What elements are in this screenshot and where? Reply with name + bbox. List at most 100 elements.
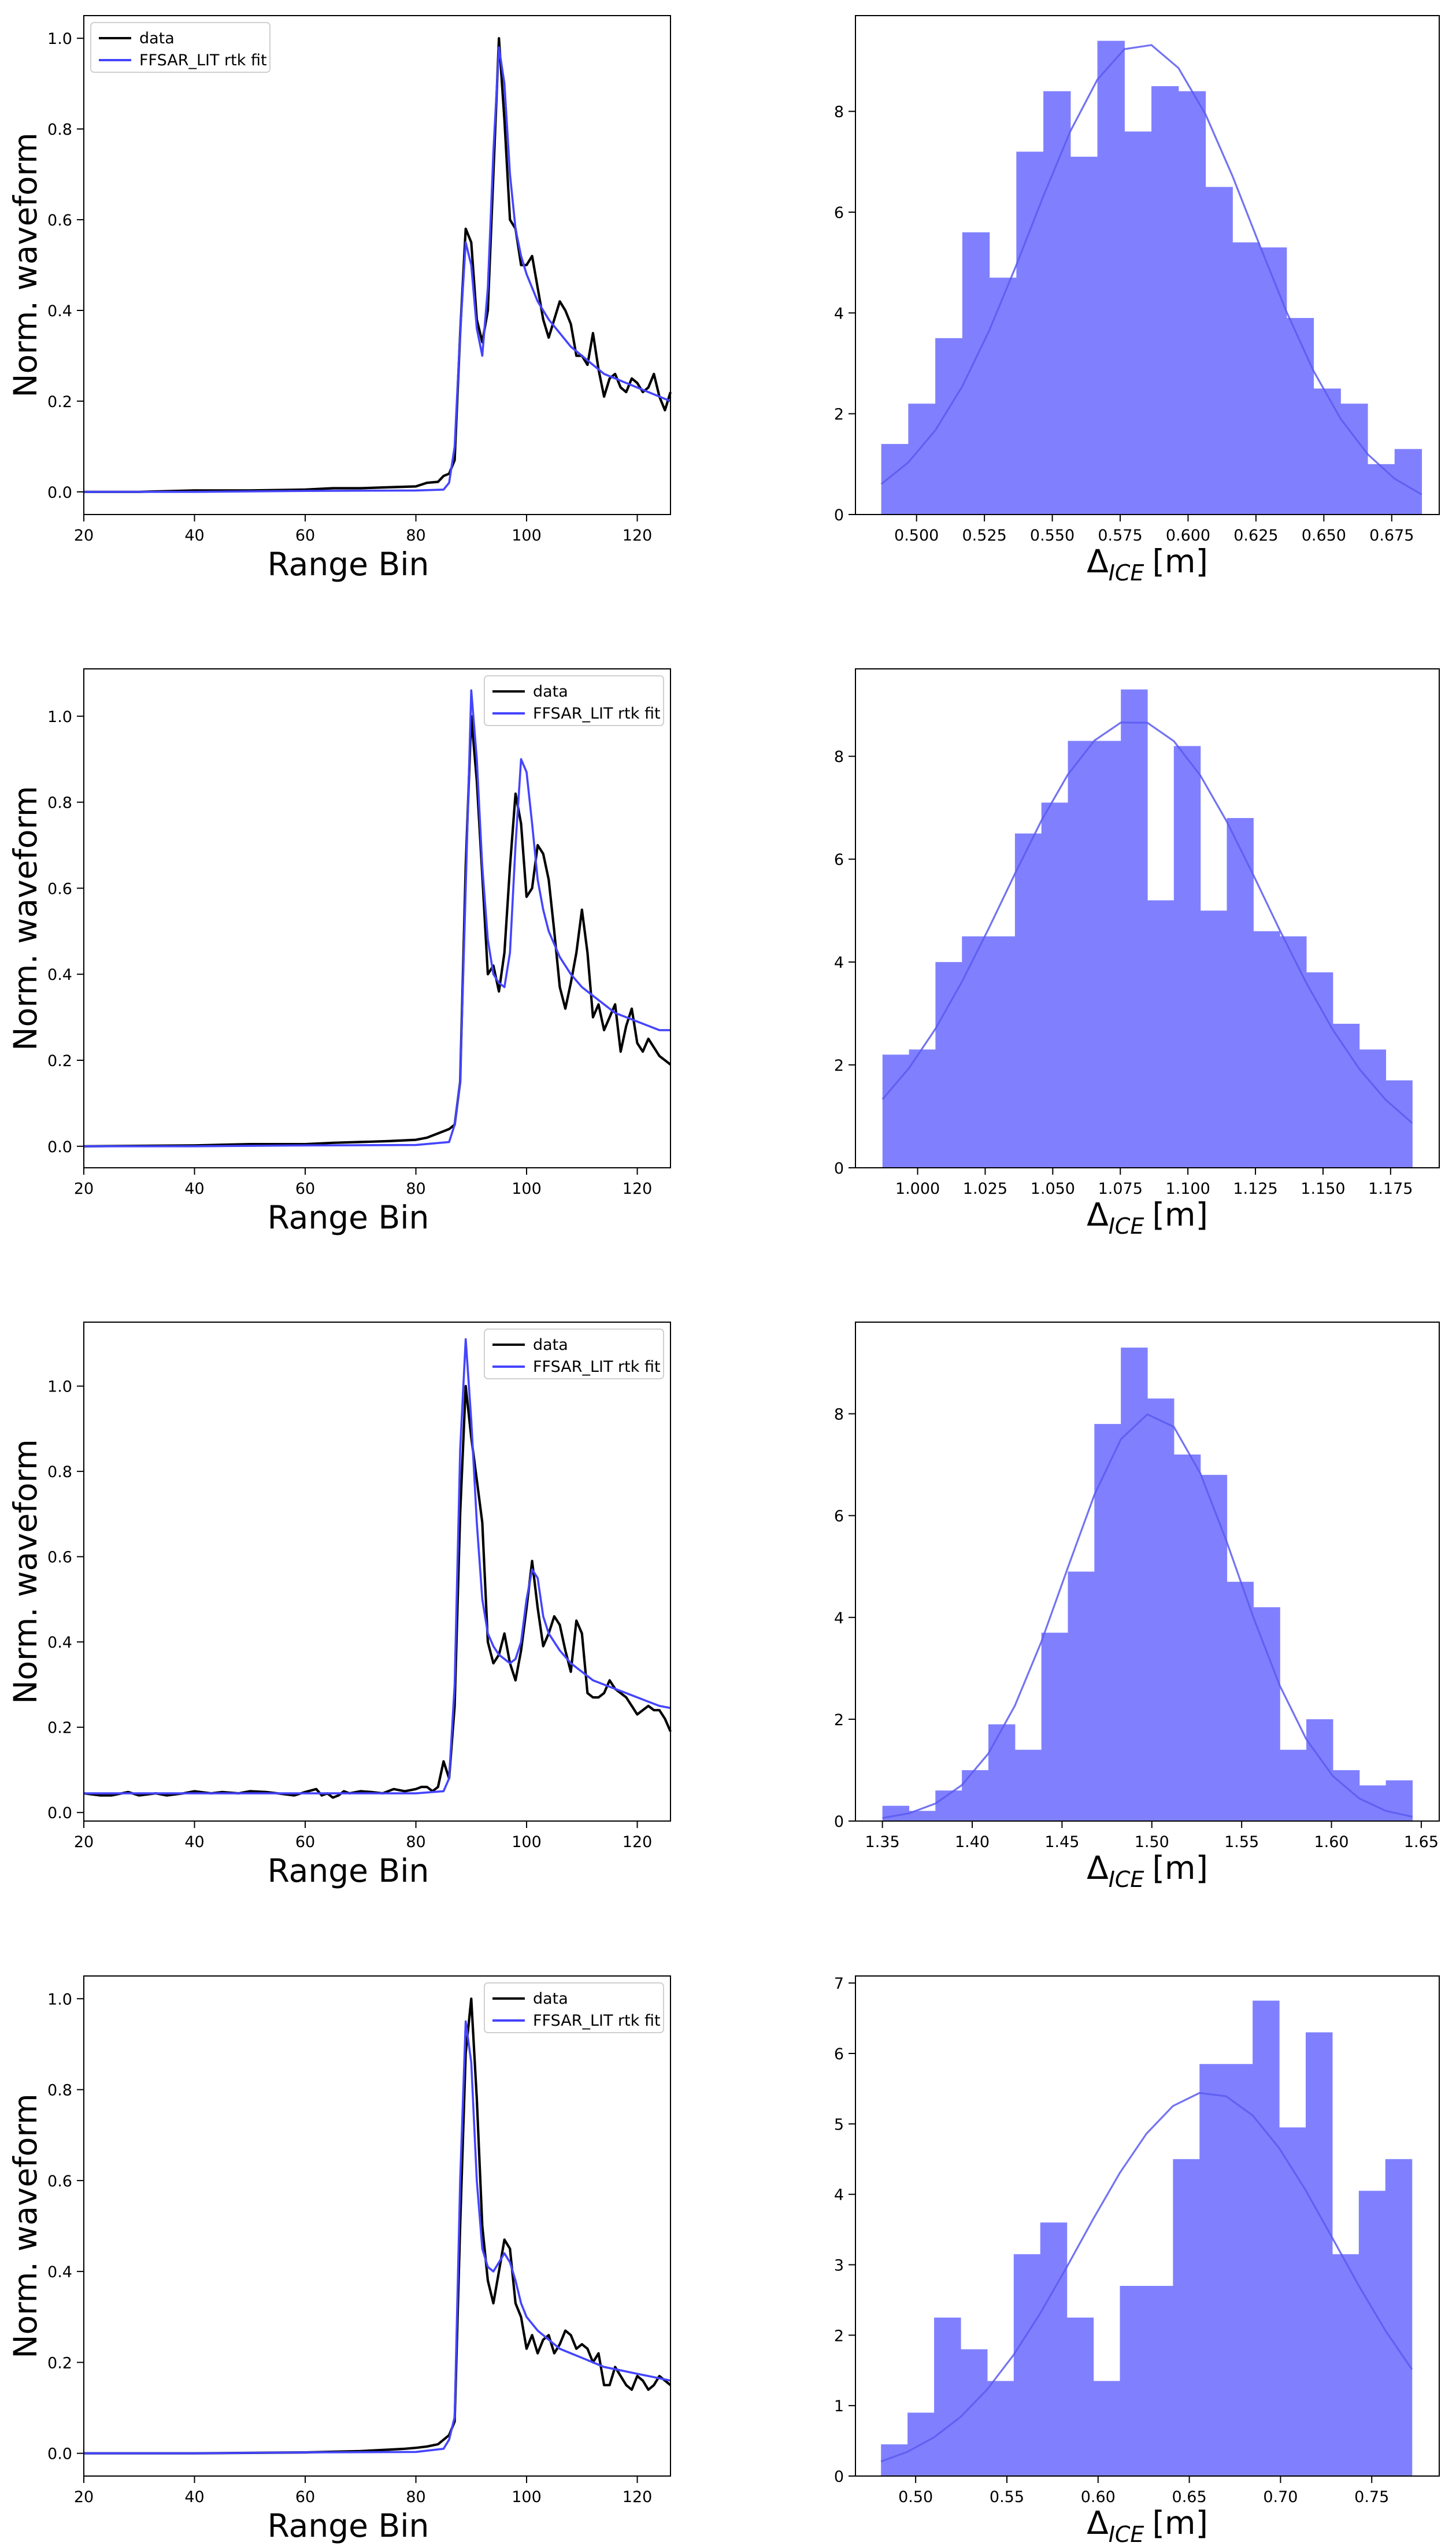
histogram-bar (881, 443, 909, 515)
y-tick-label: 0.2 (47, 1052, 72, 1070)
y-tick-label: 0.2 (47, 1719, 72, 1737)
y-tick-label: 0.6 (47, 212, 72, 230)
x-axis-label: ΔICE [m] (1087, 1196, 1208, 1239)
y-tick-label: 1 (834, 2397, 844, 2415)
x-axis-label: ΔICE [m] (1087, 2504, 1208, 2546)
y-tick-label: 2 (834, 1711, 844, 1729)
histogram-bar (1124, 131, 1152, 515)
y-tick-label: 2 (834, 1057, 844, 1075)
x-tick-label: 1.35 (865, 1833, 900, 1851)
fit-series-line (84, 689, 670, 1148)
y-tick-label: 8 (834, 103, 844, 121)
histogram-bar (1014, 833, 1042, 1168)
histogram-bar (1094, 1424, 1121, 1821)
x-tick-label: 0.625 (1233, 527, 1278, 545)
histogram-bar (1253, 931, 1280, 1168)
axes-frame (83, 1975, 671, 2477)
histogram-bar (1385, 2159, 1413, 2476)
row1-histogram-plot: 0.500 0.525 0.550 0.575 0.600 0.625 0.650 0.675… (834, 15, 1440, 586)
histogram-bar (1068, 741, 1095, 1168)
unit-label: [m] (1152, 543, 1208, 580)
x-tick-label: 20 (74, 2488, 94, 2506)
x-tick-label: 1.050 (1031, 1180, 1075, 1198)
x-tick-label: 100 (512, 1180, 542, 1198)
y-tick-label: 0.0 (47, 1138, 72, 1156)
y-tick-label: 0.6 (47, 1549, 72, 1567)
histogram-bar (1359, 1785, 1387, 1821)
y-tick-label: 0.2 (47, 2354, 72, 2372)
histogram-bar (1147, 900, 1175, 1168)
x-tick-label: 40 (184, 1180, 204, 1198)
x-tick-label: 1.125 (1233, 1180, 1277, 1198)
histogram-bar (1094, 741, 1121, 1168)
y-axis-label: Norm. waveform (7, 132, 44, 397)
y-tick-label: 0.8 (47, 794, 72, 812)
data-series-line (84, 1997, 672, 2455)
histogram-bar (1013, 2254, 1041, 2476)
x-tick-label: 1.150 (1301, 1180, 1345, 1198)
histogram-bar (1147, 1398, 1175, 1821)
x-tick-label: 60 (295, 1833, 315, 1851)
x-tick-label: 0.65 (1172, 2488, 1207, 2506)
x-tick-label: 20 (74, 1833, 94, 1851)
histogram-bar (1151, 86, 1179, 515)
y-tick-label: 6 (834, 851, 844, 869)
histogram-bar (1332, 1023, 1360, 1168)
histogram-bar (1340, 404, 1368, 515)
histogram-bar (1286, 318, 1314, 515)
legend-box (90, 22, 271, 73)
y-tick-label: 4 (834, 954, 844, 972)
y-tick-label: 1.0 (47, 708, 72, 726)
y-tick-label: 0.4 (47, 1634, 72, 1652)
y-tick-label: 0.4 (47, 2263, 72, 2281)
unit-label: [m] (1152, 1196, 1208, 1233)
histogram-bar (1305, 2032, 1333, 2476)
y-tick-label: 4 (834, 1609, 844, 1627)
y-tick-label: 1.0 (47, 1378, 72, 1396)
y-tick-label: 0.8 (47, 121, 72, 139)
x-tick-label: 0.650 (1302, 527, 1346, 545)
y-tick-label: 6 (834, 2045, 844, 2063)
axes-frame (83, 1322, 671, 1822)
y-tick-label: 0 (834, 2468, 844, 2486)
y-axis-label: Norm. waveform (7, 1439, 44, 1704)
histogram-bar (988, 1724, 1016, 1821)
histogram-bar (1093, 2381, 1121, 2476)
x-tick-label: 40 (184, 527, 204, 545)
y-tick-label: 4 (834, 305, 844, 323)
x-tick-label: 60 (295, 1180, 315, 1198)
ice-subscript: ICE (1109, 1213, 1144, 1239)
y-tick-label: 2 (834, 2327, 844, 2345)
y-tick-label: 0 (834, 1160, 844, 1178)
x-tick-label: 0.675 (1369, 527, 1414, 545)
legend-box (484, 1982, 664, 2033)
delta-symbol: Δ (1087, 1196, 1109, 1233)
y-tick-label: 0.6 (47, 2173, 72, 2190)
x-tick-label: 100 (512, 2488, 542, 2506)
y-axis-label: Norm. waveform (7, 2093, 44, 2358)
row3-histogram-plot: 1.35 1.40 1.45 1.50 1.55 1.60 1.65 0 2 4 6 8 ΔICE [m] (834, 1322, 1440, 1892)
histogram-bar (1066, 2317, 1094, 2476)
x-tick-label: 40 (184, 1833, 204, 1851)
y-tick-label: 0.0 (47, 1804, 72, 1822)
x-tick-label: 0.525 (962, 527, 1006, 545)
unit-label: [m] (1152, 1849, 1208, 1886)
histogram-bar (1367, 464, 1395, 515)
y-tick-label: 2 (834, 406, 844, 424)
legend-entry-label: FFSAR_LIT rtk fit (139, 51, 267, 69)
legend-entry-label: FFSAR_LIT rtk fit (533, 705, 661, 723)
y-tick-label: 5 (834, 2116, 844, 2134)
histogram-bar (962, 936, 989, 1168)
histogram-bar (1253, 1607, 1280, 1821)
x-tick-label: 0.60 (1081, 2488, 1116, 2506)
histogram-bar (1040, 2222, 1068, 2476)
x-tick-label: 1.075 (1098, 1180, 1143, 1198)
histogram-bar (1313, 388, 1341, 515)
y-tick-label: 0.2 (47, 393, 72, 411)
unit-label: [m] (1152, 2504, 1208, 2541)
y-tick-label: 8 (834, 748, 844, 766)
legend-entry-label: data (533, 1336, 568, 1354)
x-tick-label: 120 (623, 527, 653, 545)
x-tick-label: 120 (623, 1833, 653, 1851)
legend-entry-label: FFSAR_LIT rtk fit (533, 1358, 661, 1376)
